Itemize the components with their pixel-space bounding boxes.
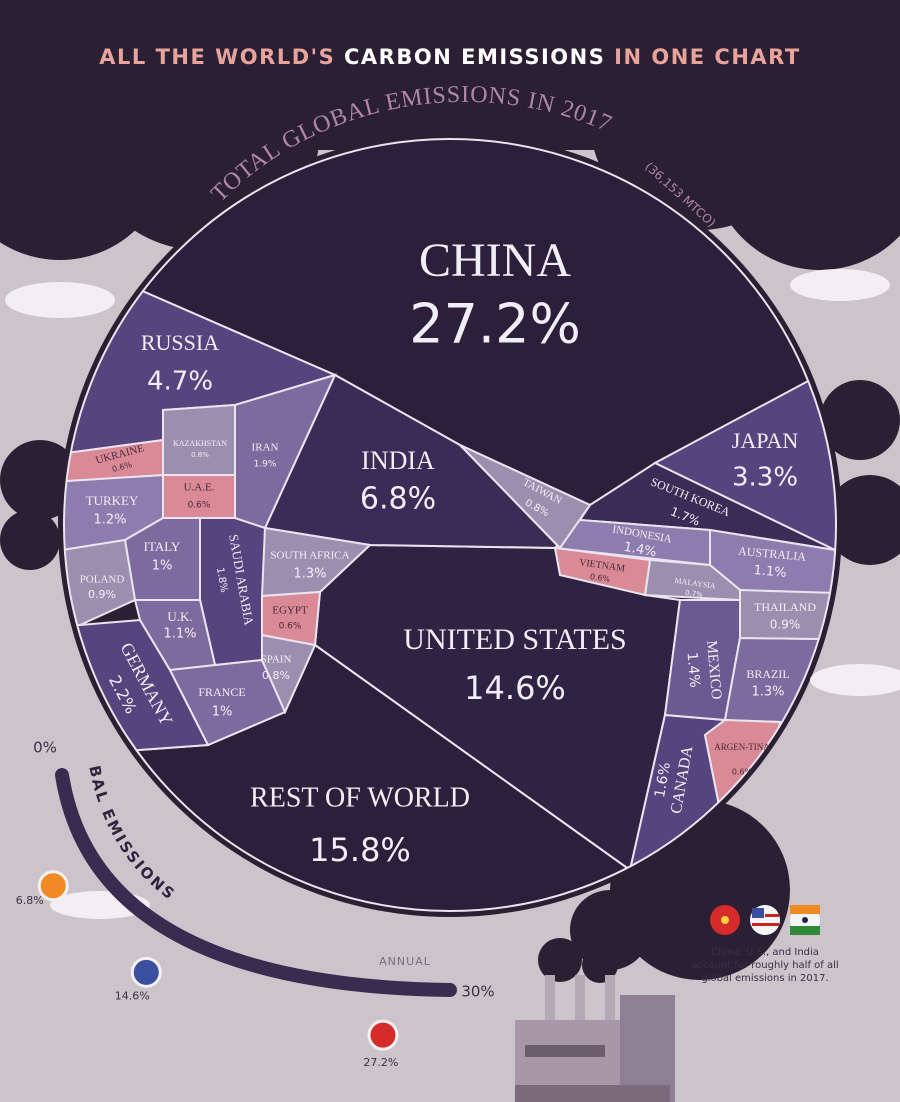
country-share: 15.8%: [309, 831, 411, 869]
gauge-marker: [367, 1019, 399, 1051]
country-name: IRAN: [252, 442, 279, 454]
country-name: INDIA: [361, 446, 435, 475]
country-share: 1.4%: [622, 540, 657, 561]
country-name: SOUTH AFRICA: [270, 550, 349, 562]
country-share: 1.6%: [652, 761, 674, 799]
gauge-marker: [37, 870, 69, 902]
country-name: AUSTRALIA: [738, 544, 807, 564]
country-share: 1.3%: [751, 685, 784, 700]
country-share: 0.7%: [685, 589, 704, 599]
country-share: 1.9%: [254, 460, 277, 470]
country-name: TURKEY: [86, 493, 139, 508]
country-share: 0.8%: [262, 669, 290, 682]
country-share: 0.6%: [279, 622, 302, 632]
country-name: CHINA: [419, 234, 571, 287]
cell: [162, 474, 236, 519]
country-name: POLAND: [80, 574, 125, 586]
country-share: 0.6%: [188, 501, 211, 511]
gauge-subtitle: ANNUAL: [379, 955, 431, 968]
country-share: 27.2%: [409, 293, 581, 356]
country-share: 4.7%: [147, 367, 213, 397]
country-share: 0.9%: [770, 618, 801, 632]
country-name: RUSSIA: [141, 330, 219, 355]
country-share: 1.2%: [93, 513, 126, 528]
country-name: THAILAND: [754, 600, 816, 614]
title: ALL THE WORLD'S CARBON EMISSIONS IN ONE …: [99, 45, 800, 69]
country-name: FRANCE: [198, 685, 245, 699]
country-share: 1%: [212, 705, 233, 720]
gauge-track: [55, 768, 457, 997]
country-share: 0.9%: [88, 588, 116, 601]
country-name: EGYPT: [272, 605, 308, 617]
country-name: UNITED STATES: [403, 623, 626, 656]
gauge-max: 30%: [461, 983, 494, 1001]
gauge-marker-label: 14.6%: [115, 990, 150, 1003]
country-name: KAZAKHSTAN: [173, 439, 227, 448]
country-name: U.K.: [167, 609, 192, 624]
country-name: U.A.E.: [184, 482, 215, 494]
country-name: SPAIN: [261, 654, 292, 666]
cell: [261, 590, 322, 647]
note: China, U.S., and India account for rough…: [691, 947, 839, 984]
country-share: 0.6%: [732, 768, 753, 777]
country-share: 1.1%: [163, 627, 196, 642]
cell: [739, 588, 836, 642]
country-name: JAPAN: [732, 428, 799, 453]
title-part: CARBON EMISSIONS: [344, 45, 605, 69]
country-share: 0.8%: [191, 451, 209, 459]
gauge-marker-label: 27.2%: [363, 1056, 398, 1069]
country-share: 1.1%: [753, 563, 787, 581]
country-name: ARGEN-TINA: [714, 742, 770, 752]
country-share: 1.4%: [683, 652, 702, 689]
cell: [652, 358, 836, 562]
cell: [553, 546, 652, 597]
gauge-min: 0%: [33, 739, 57, 757]
country-share: 3.3%: [732, 463, 798, 493]
country-share: 1%: [152, 559, 173, 574]
country-name: MEXICO: [703, 640, 724, 701]
title-part: IN ONE CHART: [614, 45, 801, 69]
circle-outline: [63, 138, 837, 912]
country-share: 1.8%: [214, 567, 229, 594]
country-share: 14.6%: [464, 669, 566, 707]
gauge-marker: [130, 956, 162, 988]
country-share: 1.3%: [293, 567, 326, 582]
factory: [515, 975, 675, 1102]
flags: [710, 905, 820, 935]
labels: CHINA 27.2% UNITED STATES 14.6% REST OF WORL…: [80, 234, 817, 869]
country-name: REST OF WORLD: [250, 782, 470, 813]
country-share: 0.6%: [589, 572, 611, 584]
country-share: 6.8%: [360, 482, 436, 517]
country-name: BRAZIL: [746, 667, 789, 681]
title-part: ALL THE WORLD'S: [99, 45, 335, 69]
cell: [459, 444, 592, 550]
gauge-marker-label: 6.8%: [16, 894, 44, 907]
country-name: ITALY: [144, 539, 181, 554]
